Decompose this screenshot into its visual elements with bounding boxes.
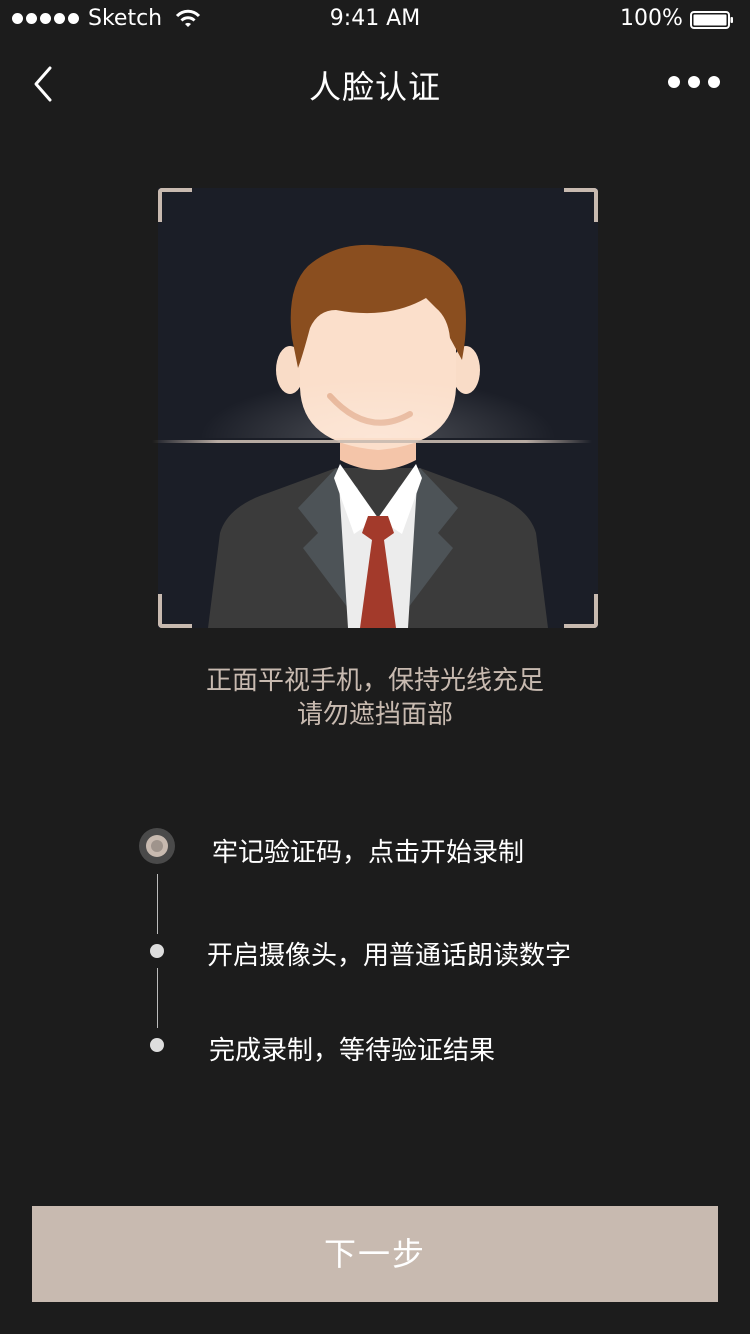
clock: 9:41 AM xyxy=(329,6,421,31)
step-connector xyxy=(157,968,158,1028)
wifi-icon xyxy=(175,9,201,27)
next-step-button[interactable]: 下一步 xyxy=(32,1206,718,1302)
step-connector xyxy=(157,874,158,934)
step-indicator xyxy=(150,944,164,958)
frame-corner-bottom-left xyxy=(158,594,192,628)
battery-percentage: 100% xyxy=(620,6,683,31)
page-title: 人脸认证 xyxy=(308,68,441,106)
avatar-illustration xyxy=(158,188,598,628)
navigation-bar: 人脸认证 xyxy=(0,40,750,128)
more-horizontal-icon[interactable] xyxy=(668,76,720,88)
hint-text-line2: 请勿遮挡面部 xyxy=(296,700,453,730)
step-indicator xyxy=(150,1038,164,1052)
signal-strength-icon xyxy=(12,13,79,24)
carrier-name: Sketch xyxy=(88,6,163,31)
step-indicator-active xyxy=(139,828,175,864)
frame-corner-top-left xyxy=(158,188,192,222)
frame-corner-bottom-right xyxy=(564,594,598,628)
step-label: 牢记验证码，点击开始录制 xyxy=(212,838,525,868)
scan-line xyxy=(152,440,592,443)
battery-icon xyxy=(690,11,733,29)
face-capture-frame xyxy=(152,188,598,628)
scan-glow xyxy=(198,378,558,438)
hint-text-line1: 正面平视手机，保持光线充足 xyxy=(205,666,544,696)
frame-corner-top-right xyxy=(564,188,598,222)
step-label: 完成录制，等待验证结果 xyxy=(209,1036,496,1066)
chevron-left-icon[interactable] xyxy=(28,64,58,104)
step-label: 开启摄像头，用普通话朗读数字 xyxy=(207,941,572,971)
status-bar: Sketch 9:41 AM 100% xyxy=(0,0,750,40)
